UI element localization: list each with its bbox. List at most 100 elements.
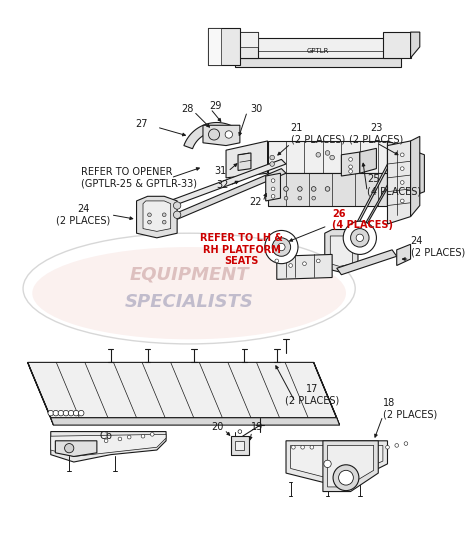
Circle shape — [298, 197, 302, 200]
Circle shape — [78, 411, 84, 416]
Polygon shape — [323, 441, 378, 491]
Circle shape — [271, 179, 275, 182]
Text: 19: 19 — [251, 422, 263, 432]
Polygon shape — [226, 141, 268, 178]
Text: 21
(2 PLACES): 21 (2 PLACES) — [290, 123, 345, 144]
Circle shape — [118, 437, 122, 441]
Circle shape — [270, 155, 275, 160]
Polygon shape — [383, 32, 410, 58]
Ellipse shape — [32, 247, 346, 339]
Circle shape — [270, 162, 275, 166]
Circle shape — [310, 445, 314, 449]
Text: EQUIPMENT: EQUIPMENT — [129, 266, 249, 284]
Circle shape — [312, 197, 316, 200]
Circle shape — [325, 150, 330, 155]
Polygon shape — [231, 436, 249, 454]
Polygon shape — [268, 173, 388, 206]
Circle shape — [330, 155, 334, 160]
Polygon shape — [360, 148, 376, 173]
Circle shape — [104, 439, 108, 443]
Text: 30: 30 — [250, 104, 262, 113]
Circle shape — [73, 411, 79, 416]
Circle shape — [272, 238, 290, 256]
Circle shape — [148, 213, 151, 217]
Circle shape — [58, 411, 64, 416]
Circle shape — [400, 167, 404, 171]
Circle shape — [301, 445, 304, 449]
Text: REFER TO OPENER
(GPTLR-25 & GPTLR-33): REFER TO OPENER (GPTLR-25 & GPTLR-33) — [81, 167, 197, 188]
Circle shape — [349, 169, 353, 173]
Circle shape — [173, 202, 181, 209]
Circle shape — [127, 435, 131, 439]
Circle shape — [265, 230, 298, 264]
Polygon shape — [410, 136, 420, 217]
Text: Cb: Cb — [99, 431, 113, 441]
Polygon shape — [337, 250, 397, 275]
Text: 28: 28 — [181, 104, 193, 113]
Circle shape — [173, 211, 181, 218]
Circle shape — [339, 470, 354, 485]
Text: 26
(4 PLACES): 26 (4 PLACES) — [332, 209, 393, 230]
Circle shape — [48, 411, 54, 416]
Circle shape — [325, 187, 330, 191]
Circle shape — [343, 221, 376, 255]
Text: 29: 29 — [209, 101, 221, 111]
Text: REFER TO LH &
RH PLATFORM
SEATS: REFER TO LH & RH PLATFORM SEATS — [200, 233, 283, 267]
Polygon shape — [341, 164, 401, 266]
Circle shape — [68, 411, 74, 416]
Circle shape — [351, 229, 369, 247]
Text: 22: 22 — [249, 197, 262, 207]
Text: 17
(2 PLACES): 17 (2 PLACES) — [285, 384, 339, 406]
Polygon shape — [56, 441, 97, 457]
Circle shape — [297, 187, 302, 191]
Circle shape — [400, 181, 404, 184]
Polygon shape — [28, 362, 54, 425]
Circle shape — [349, 157, 353, 161]
Polygon shape — [266, 173, 281, 201]
Circle shape — [303, 262, 306, 266]
Circle shape — [284, 197, 288, 200]
Polygon shape — [235, 37, 401, 58]
Circle shape — [289, 264, 292, 267]
Polygon shape — [277, 255, 332, 279]
Polygon shape — [162, 169, 286, 224]
Circle shape — [275, 259, 279, 263]
Text: 23
(2 PLACES): 23 (2 PLACES) — [349, 123, 403, 144]
Text: 32: 32 — [216, 180, 229, 190]
Text: 24
(2 PLACES): 24 (2 PLACES) — [410, 236, 465, 258]
Circle shape — [291, 445, 295, 449]
Polygon shape — [136, 197, 177, 238]
Polygon shape — [341, 152, 360, 176]
Polygon shape — [235, 32, 258, 58]
Text: 27: 27 — [135, 119, 148, 129]
Polygon shape — [330, 236, 353, 267]
Polygon shape — [235, 32, 258, 47]
Polygon shape — [314, 362, 340, 425]
Circle shape — [400, 199, 404, 203]
Circle shape — [53, 411, 58, 416]
Circle shape — [148, 220, 151, 224]
Circle shape — [386, 445, 389, 449]
Circle shape — [163, 220, 166, 224]
Polygon shape — [327, 445, 374, 487]
Circle shape — [64, 444, 74, 453]
Polygon shape — [208, 28, 240, 65]
Circle shape — [356, 234, 363, 242]
Polygon shape — [388, 141, 425, 206]
Circle shape — [238, 430, 242, 433]
Polygon shape — [51, 434, 166, 457]
Text: 20: 20 — [211, 422, 223, 432]
Circle shape — [163, 213, 166, 217]
Circle shape — [333, 465, 359, 491]
Polygon shape — [286, 441, 388, 482]
Polygon shape — [157, 160, 286, 210]
Polygon shape — [51, 432, 166, 462]
Polygon shape — [184, 123, 240, 149]
Text: GPTLR: GPTLR — [307, 48, 330, 54]
Polygon shape — [143, 201, 170, 231]
Text: 25
(4 PLACES): 25 (4 PLACES) — [367, 174, 421, 196]
Polygon shape — [208, 28, 221, 65]
Circle shape — [400, 153, 404, 156]
Text: SPECIALISTS: SPECIALISTS — [125, 293, 254, 311]
Polygon shape — [325, 230, 358, 272]
